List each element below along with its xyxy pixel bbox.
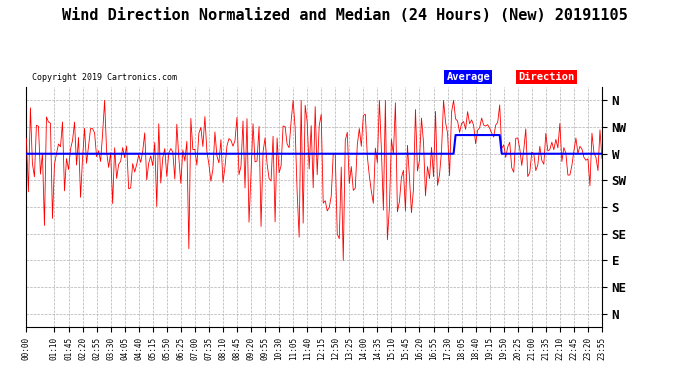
Text: Wind Direction Normalized and Median (24 Hours) (New) 20191105: Wind Direction Normalized and Median (24…: [62, 8, 628, 22]
Text: Direction: Direction: [518, 72, 575, 82]
Text: Average: Average: [446, 72, 491, 82]
Text: Copyright 2019 Cartronics.com: Copyright 2019 Cartronics.com: [32, 73, 177, 82]
